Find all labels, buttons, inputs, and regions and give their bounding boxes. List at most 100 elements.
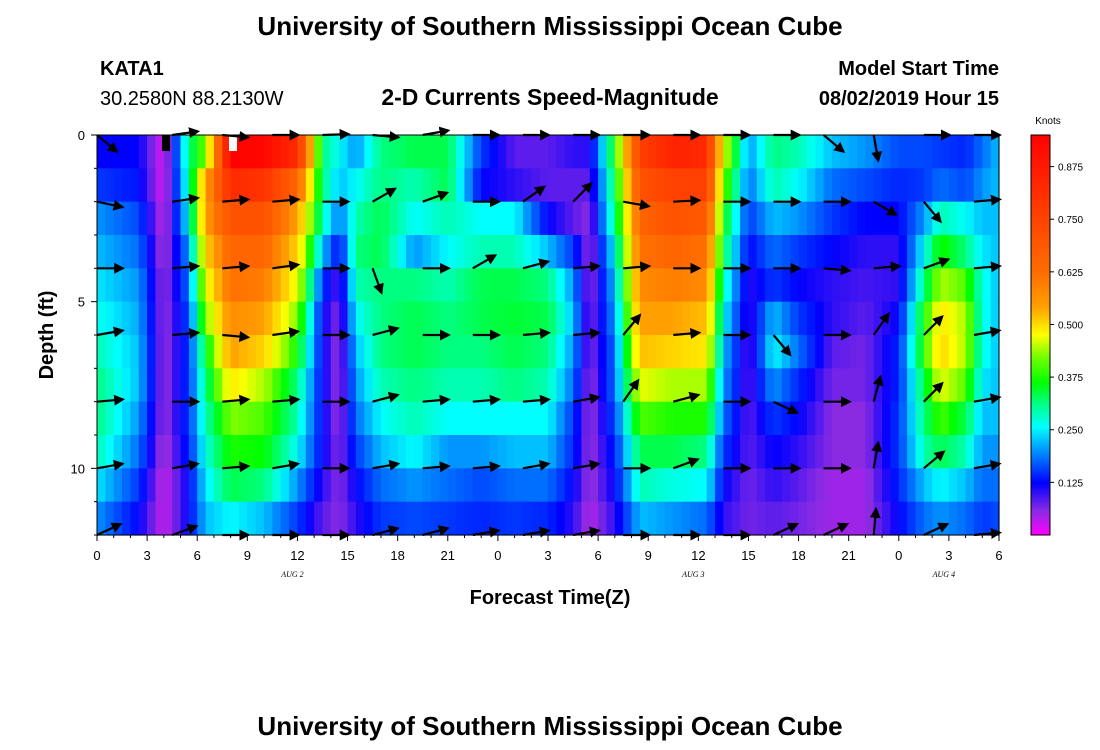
heatmap-cell xyxy=(556,468,566,503)
y-axis-label: Depth (ft) xyxy=(36,291,58,380)
heatmap-cell xyxy=(748,335,758,369)
heatmap-cell xyxy=(481,201,491,236)
heatmap-cell xyxy=(740,201,750,236)
y-tick-label: 5 xyxy=(78,295,85,310)
heatmap-cell xyxy=(255,235,265,269)
heatmap-cell xyxy=(389,168,399,203)
colorbar-title: Knots xyxy=(1035,116,1061,127)
x-axis-label: Forecast Time(Z) xyxy=(470,587,631,609)
heatmap-cell xyxy=(414,235,424,269)
heatmap-cell xyxy=(790,435,800,469)
heatmap-cell xyxy=(297,401,307,436)
heatmap-cell xyxy=(990,235,1000,269)
heatmap-cell xyxy=(840,235,850,269)
heatmap-cell xyxy=(623,201,633,236)
heatmap-cell xyxy=(355,301,365,336)
heatmap-cell xyxy=(489,268,499,303)
heatmap-cell xyxy=(172,468,182,503)
heatmap-cell xyxy=(456,135,466,169)
heatmap-cell xyxy=(147,235,157,269)
heatmap-cell xyxy=(723,301,733,336)
heatmap-cell xyxy=(639,501,649,536)
heatmap-cell xyxy=(364,235,374,269)
heatmap-cell xyxy=(990,301,1000,336)
heatmap-cell xyxy=(673,501,683,536)
heatmap-cell xyxy=(823,235,833,269)
heatmap-cell xyxy=(614,435,624,469)
heatmap-cell xyxy=(238,435,248,469)
heatmap-cell xyxy=(539,335,549,369)
heatmap-cell xyxy=(781,501,791,536)
heatmap-cell xyxy=(97,135,106,169)
heatmap-cell xyxy=(355,401,365,436)
heatmap-cell xyxy=(840,168,850,203)
heatmap-cell xyxy=(698,468,708,503)
heatmap-cell xyxy=(130,501,140,536)
heatmap-cell xyxy=(689,268,699,303)
heatmap-cell xyxy=(364,468,374,503)
heatmap-cell xyxy=(982,501,992,536)
x-date-label: AUG 2 xyxy=(280,570,303,579)
heatmap-cell xyxy=(238,401,248,436)
heatmap-cell xyxy=(698,435,708,469)
heatmap-cell xyxy=(322,268,332,303)
heatmap-cell xyxy=(205,501,215,536)
heatmap-cell xyxy=(230,501,240,536)
heatmap-cell xyxy=(982,468,992,503)
heatmap-cell xyxy=(197,335,207,369)
heatmap-cell xyxy=(514,401,524,436)
heatmap-cell xyxy=(681,301,691,336)
heatmap-cell xyxy=(948,468,958,503)
heatmap-cell xyxy=(230,401,240,436)
heatmap-cell xyxy=(406,435,415,469)
heatmap-cell xyxy=(882,135,892,169)
heatmap-cell xyxy=(882,168,892,203)
heatmap-cell xyxy=(564,201,574,236)
heatmap-cell xyxy=(923,135,933,169)
heatmap-cell xyxy=(890,235,900,269)
heatmap-cell xyxy=(506,368,516,403)
heatmap-cell xyxy=(280,401,290,436)
heatmap-cell xyxy=(748,468,758,503)
heatmap-cell xyxy=(339,301,349,336)
heatmap-cell xyxy=(656,401,666,436)
surface-marks xyxy=(162,135,237,151)
heatmap-cell xyxy=(414,468,424,503)
heatmap-cell xyxy=(765,235,775,269)
heatmap-cell xyxy=(456,335,466,369)
heatmap-cell xyxy=(756,501,766,536)
heatmap-cell xyxy=(840,501,850,536)
heatmap-cell xyxy=(898,368,908,403)
heatmap-cell xyxy=(330,501,340,536)
heatmap-cell xyxy=(272,468,282,503)
heatmap-cell xyxy=(798,368,808,403)
heatmap-cell xyxy=(238,168,248,203)
heatmap-cell xyxy=(147,435,157,469)
heatmap-cell xyxy=(790,301,800,336)
heatmap-cell xyxy=(948,368,958,403)
heatmap-cell xyxy=(731,501,741,536)
heatmap-cell xyxy=(598,301,608,336)
heatmap-cell xyxy=(731,301,741,336)
heatmap-cell xyxy=(213,401,223,436)
heatmap-cell xyxy=(213,135,223,169)
heatmap-cell xyxy=(723,368,733,403)
heatmap-cell xyxy=(790,401,800,436)
heatmap-cell xyxy=(639,401,649,436)
heatmap-cell xyxy=(464,268,474,303)
heatmap-cell xyxy=(247,401,257,436)
heatmap-cell xyxy=(497,201,507,236)
heatmap-cell xyxy=(489,235,499,269)
current-vector xyxy=(573,327,602,339)
heatmap-cell xyxy=(573,335,583,369)
heatmap-cell xyxy=(982,401,992,436)
heatmap-cell xyxy=(172,168,182,203)
heatmap-cell xyxy=(723,168,733,203)
heatmap-cell xyxy=(514,301,524,336)
heatmap-cell xyxy=(915,435,925,469)
heatmap-cell xyxy=(172,435,182,469)
heatmap-cell xyxy=(957,135,967,169)
heatmap-cell xyxy=(147,401,157,436)
heatmap-cell xyxy=(380,301,390,336)
heatmap-cell xyxy=(464,235,474,269)
